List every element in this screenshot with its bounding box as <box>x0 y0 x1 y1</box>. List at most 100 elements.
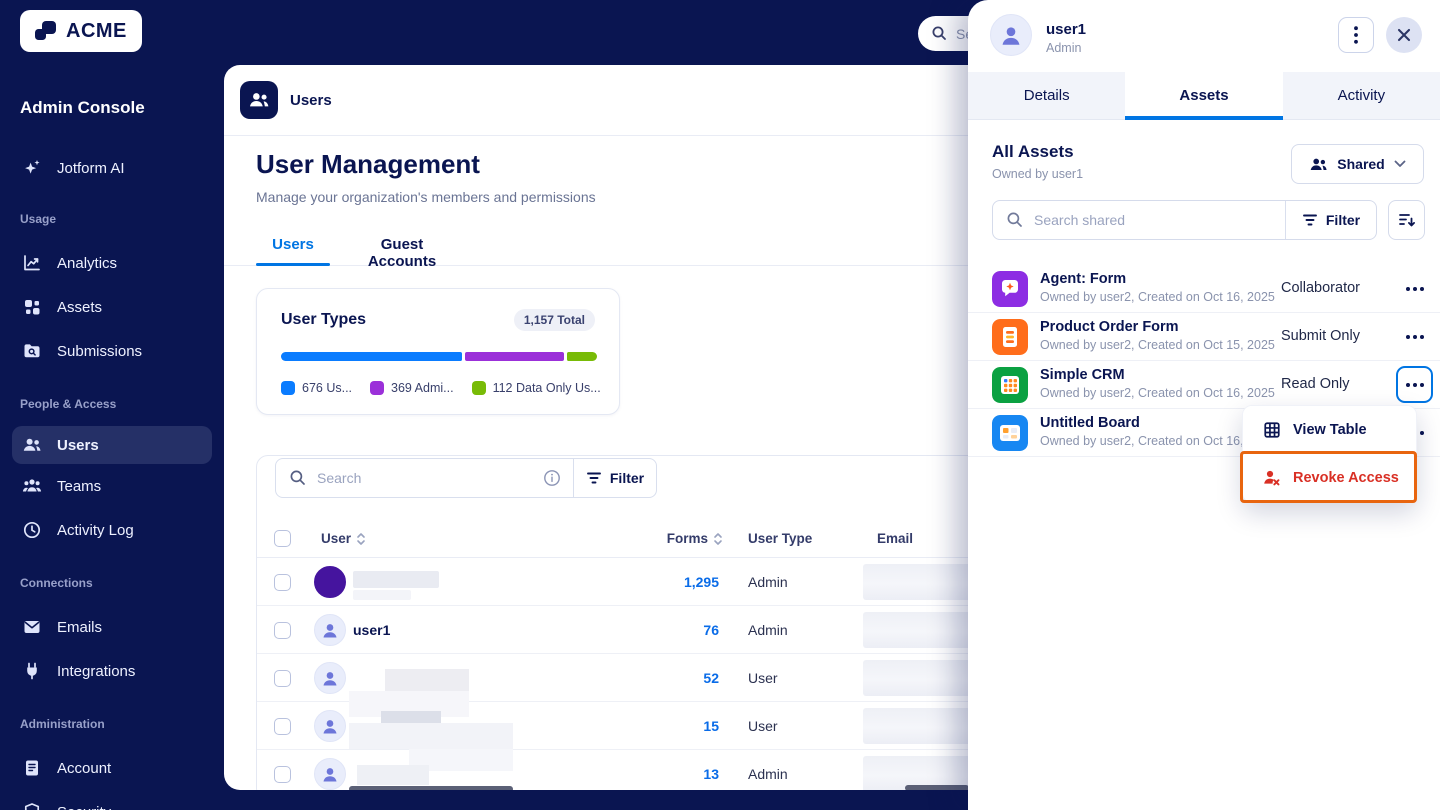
asset-title: Product Order Form <box>1040 319 1179 335</box>
asset-access-level: Read Only <box>1281 376 1350 392</box>
row-checkbox[interactable] <box>274 766 291 783</box>
submissions-folder-icon <box>22 341 42 361</box>
divider <box>573 459 574 497</box>
asset-meta: Owned by user2, Created on Oct 15, 2025 <box>1040 338 1275 352</box>
assets-search-input[interactable] <box>1034 212 1285 228</box>
asset-row-simple-crm[interactable]: Simple CRM Owned by user2, Created on Oc… <box>968 361 1440 409</box>
asset-access-level: Collaborator <box>1281 280 1360 296</box>
column-header-email[interactable]: Email <box>877 531 914 546</box>
row-checkbox[interactable] <box>274 574 291 591</box>
sidebar-item-emails[interactable]: Emails <box>0 605 224 649</box>
close-icon <box>1397 28 1411 42</box>
sidebar-item-users[interactable]: Users <box>12 426 212 464</box>
acme-logo[interactable]: ACME <box>20 10 142 52</box>
users-page-icon <box>240 81 278 119</box>
horizontal-scrollbar[interactable] <box>349 786 513 790</box>
asset-row-product-order-form[interactable]: Product Order Form Owned by user2, Creat… <box>968 313 1440 361</box>
table-row-user1[interactable]: user1 76 Admin <box>257 606 1415 654</box>
sort-icon[interactable] <box>356 532 366 546</box>
filter-label: Filter <box>609 470 645 486</box>
sidebar-item-label: Analytics <box>57 254 118 272</box>
table-header: User Forms User Type Email <box>257 520 1415 558</box>
avatar <box>314 614 346 646</box>
asset-more-button[interactable] <box>1400 327 1430 347</box>
user-type-cell: User <box>748 670 778 686</box>
agent-form-icon <box>992 271 1028 307</box>
sidebar-item-analytics[interactable]: Analytics <box>0 241 224 285</box>
panel-user-avatar <box>990 14 1032 56</box>
asset-row-untitled-board[interactable]: Untitled Board Owned by user2, Created o… <box>968 409 1440 457</box>
sidebar-item-teams[interactable]: Teams <box>0 464 224 508</box>
assets-filter-button[interactable]: Filter <box>1286 201 1376 239</box>
shared-dropdown[interactable]: Shared <box>1291 144 1424 184</box>
table-row[interactable]: 1,295 Admin <box>257 558 1415 606</box>
table-row[interactable]: 13 Admin <box>257 750 1415 790</box>
chevron-down-icon <box>1394 160 1406 167</box>
sort-icon[interactable] <box>713 532 723 546</box>
activity-log-clock-icon <box>22 520 42 540</box>
page-subtitle: Manage your organization's members and p… <box>256 189 596 205</box>
forms-count-link[interactable]: 13 <box>703 766 719 782</box>
sidebar-item-security[interactable]: Security <box>0 790 224 810</box>
select-all-checkbox[interactable] <box>274 530 291 547</box>
table-filter-button[interactable]: Filter <box>574 459 656 497</box>
column-header-user-type[interactable]: User Type <box>748 531 813 546</box>
forms-count-link[interactable]: 76 <box>703 622 719 638</box>
sidebar-item-label: Jotform AI <box>57 159 125 177</box>
sidebar-item-jotform-ai[interactable]: Jotform AI <box>0 148 224 188</box>
redacted-name <box>353 571 439 588</box>
sidebar-item-account[interactable]: Account <box>0 746 224 790</box>
analytics-icon <box>22 253 42 273</box>
close-panel-button[interactable] <box>1386 17 1422 53</box>
sidebar-item-integrations[interactable]: Integrations <box>0 649 224 693</box>
asset-row-agent-form[interactable]: Agent: Form Owned by user2, Created on O… <box>968 265 1440 313</box>
avatar <box>314 710 346 742</box>
filter-label: Filter <box>1325 212 1361 228</box>
user-types-legend: 676 Us... 369 Admi... 112 Data Only Us..… <box>281 381 601 395</box>
asset-more-button-active[interactable] <box>1396 366 1433 403</box>
shield-icon <box>22 802 42 810</box>
sidebar-title: Admin Console <box>20 98 145 117</box>
row-checkbox[interactable] <box>274 718 291 735</box>
row-checkbox[interactable] <box>274 622 291 639</box>
menu-item-label: Revoke Access <box>1293 470 1399 486</box>
main-tabs: Users Guest Accounts <box>224 228 1440 270</box>
table-row[interactable]: 15 User <box>257 702 1415 750</box>
menu-item-label: View Table <box>1293 422 1367 438</box>
column-header-user[interactable]: User <box>321 531 366 546</box>
table-search-input[interactable] <box>317 470 543 486</box>
sidebar-item-assets[interactable]: Assets <box>0 285 224 329</box>
legend-swatch <box>471 381 486 395</box>
tab-activity[interactable]: Activity <box>1282 72 1440 120</box>
redacted-email <box>863 660 985 696</box>
sidebar-item-label: Emails <box>57 618 103 636</box>
asset-more-button[interactable] <box>1400 279 1430 299</box>
sidebar-item-activity-log[interactable]: Activity Log <box>0 508 224 552</box>
tab-assets[interactable]: Assets <box>1125 72 1283 120</box>
menu-item-revoke-access[interactable]: Revoke Access <box>1243 454 1416 502</box>
horizontal-scrollbar[interactable] <box>905 785 969 790</box>
sidebar-item-submissions[interactable]: Submissions <box>0 329 224 373</box>
table-row[interactable]: 52 User <box>257 654 1415 702</box>
user-type-cell: Admin <box>748 574 788 590</box>
forms-count-link[interactable]: 52 <box>703 670 719 686</box>
sidebar-item-label: Users <box>57 436 99 454</box>
sidebar: ACME Admin Console Jotform AI Usage Anal… <box>0 0 224 810</box>
column-header-forms[interactable]: Forms <box>637 531 723 546</box>
info-icon[interactable] <box>543 469 561 487</box>
all-assets-title: All Assets <box>992 142 1074 161</box>
tab-guest-accounts[interactable]: Guest Accounts <box>367 236 437 270</box>
assets-sort-button[interactable] <box>1388 200 1425 240</box>
filter-icon <box>1302 213 1318 227</box>
tab-details[interactable]: Details <box>968 72 1126 120</box>
panel-more-button[interactable] <box>1338 17 1374 53</box>
tab-users[interactable]: Users <box>272 236 314 253</box>
redacted-email <box>863 564 985 600</box>
forms-count-link[interactable]: 1,295 <box>683 574 719 590</box>
row-checkbox[interactable] <box>274 670 291 687</box>
user-type-cell: Admin <box>748 622 788 638</box>
shared-dropdown-label: Shared <box>1337 156 1385 172</box>
forms-count-link[interactable]: 15 <box>703 718 719 734</box>
filter-icon <box>586 471 602 485</box>
menu-item-view-table[interactable]: View Table <box>1243 406 1416 454</box>
